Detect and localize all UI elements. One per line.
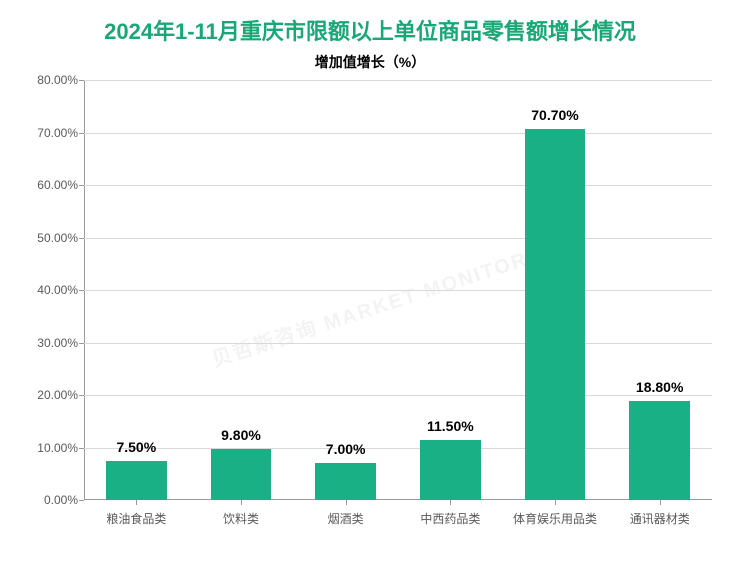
bar: 70.70%	[525, 129, 586, 500]
y-tick-label: 70.00%	[37, 126, 78, 140]
chart-subtitle: 增加值增长（%）	[18, 52, 722, 72]
bar: 11.50%	[420, 440, 481, 500]
chart-title: 2024年1-11月重庆市限额以上单位商品零售额增长情况	[18, 14, 722, 46]
x-tick-label: 体育娱乐用品类	[503, 504, 608, 527]
y-tick-label: 20.00%	[37, 388, 78, 402]
x-tick-label: 通讯器材类	[607, 504, 712, 527]
bar: 7.00%	[315, 463, 376, 500]
y-tick-label: 30.00%	[37, 336, 78, 350]
y-tick-label: 0.00%	[44, 493, 78, 507]
plot: 7.50% 9.80% 7.00% 11.50% 70.70% 18.80%	[84, 80, 712, 500]
bar-value-label: 7.00%	[326, 441, 366, 457]
y-tick-label: 40.00%	[37, 283, 78, 297]
x-tick-label: 中西药品类	[398, 504, 503, 527]
bar-value-label: 11.50%	[427, 418, 474, 434]
x-axis-labels: 粮油食品类饮料类烟酒类中西药品类体育娱乐用品类通讯器材类	[84, 504, 712, 527]
y-axis: 0.00%10.00%20.00%30.00%40.00%50.00%60.00…	[18, 80, 84, 500]
bar-slot: 7.50%	[84, 80, 189, 500]
bar-slot: 7.00%	[293, 80, 398, 500]
x-tick-label: 粮油食品类	[84, 504, 189, 527]
bar-slot: 18.80%	[607, 80, 712, 500]
bar-value-label: 18.80%	[636, 379, 683, 395]
bar-slot: 11.50%	[398, 80, 503, 500]
bars: 7.50% 9.80% 7.00% 11.50% 70.70% 18.80%	[84, 80, 712, 500]
bar: 7.50%	[106, 461, 167, 500]
bar-value-label: 7.50%	[116, 439, 156, 455]
y-tick-label: 60.00%	[37, 178, 78, 192]
bar: 18.80%	[629, 401, 690, 500]
chart-container: 2024年1-11月重庆市限额以上单位商品零售额增长情况 增加值增长（%） 贝哲…	[0, 0, 740, 565]
y-tick-label: 10.00%	[37, 441, 78, 455]
bar-value-label: 9.80%	[221, 427, 261, 443]
x-tick-label: 饮料类	[189, 504, 294, 527]
y-tick-label: 50.00%	[37, 231, 78, 245]
x-tick-label: 烟酒类	[293, 504, 398, 527]
bar-slot: 9.80%	[189, 80, 294, 500]
bar-slot: 70.70%	[503, 80, 608, 500]
bar: 9.80%	[211, 449, 272, 500]
y-tick-label: 80.00%	[37, 73, 78, 87]
bar-value-label: 70.70%	[531, 107, 578, 123]
plot-area: 贝哲斯咨询 MARKET MONITOR 0.00%10.00%20.00%30…	[18, 80, 722, 540]
